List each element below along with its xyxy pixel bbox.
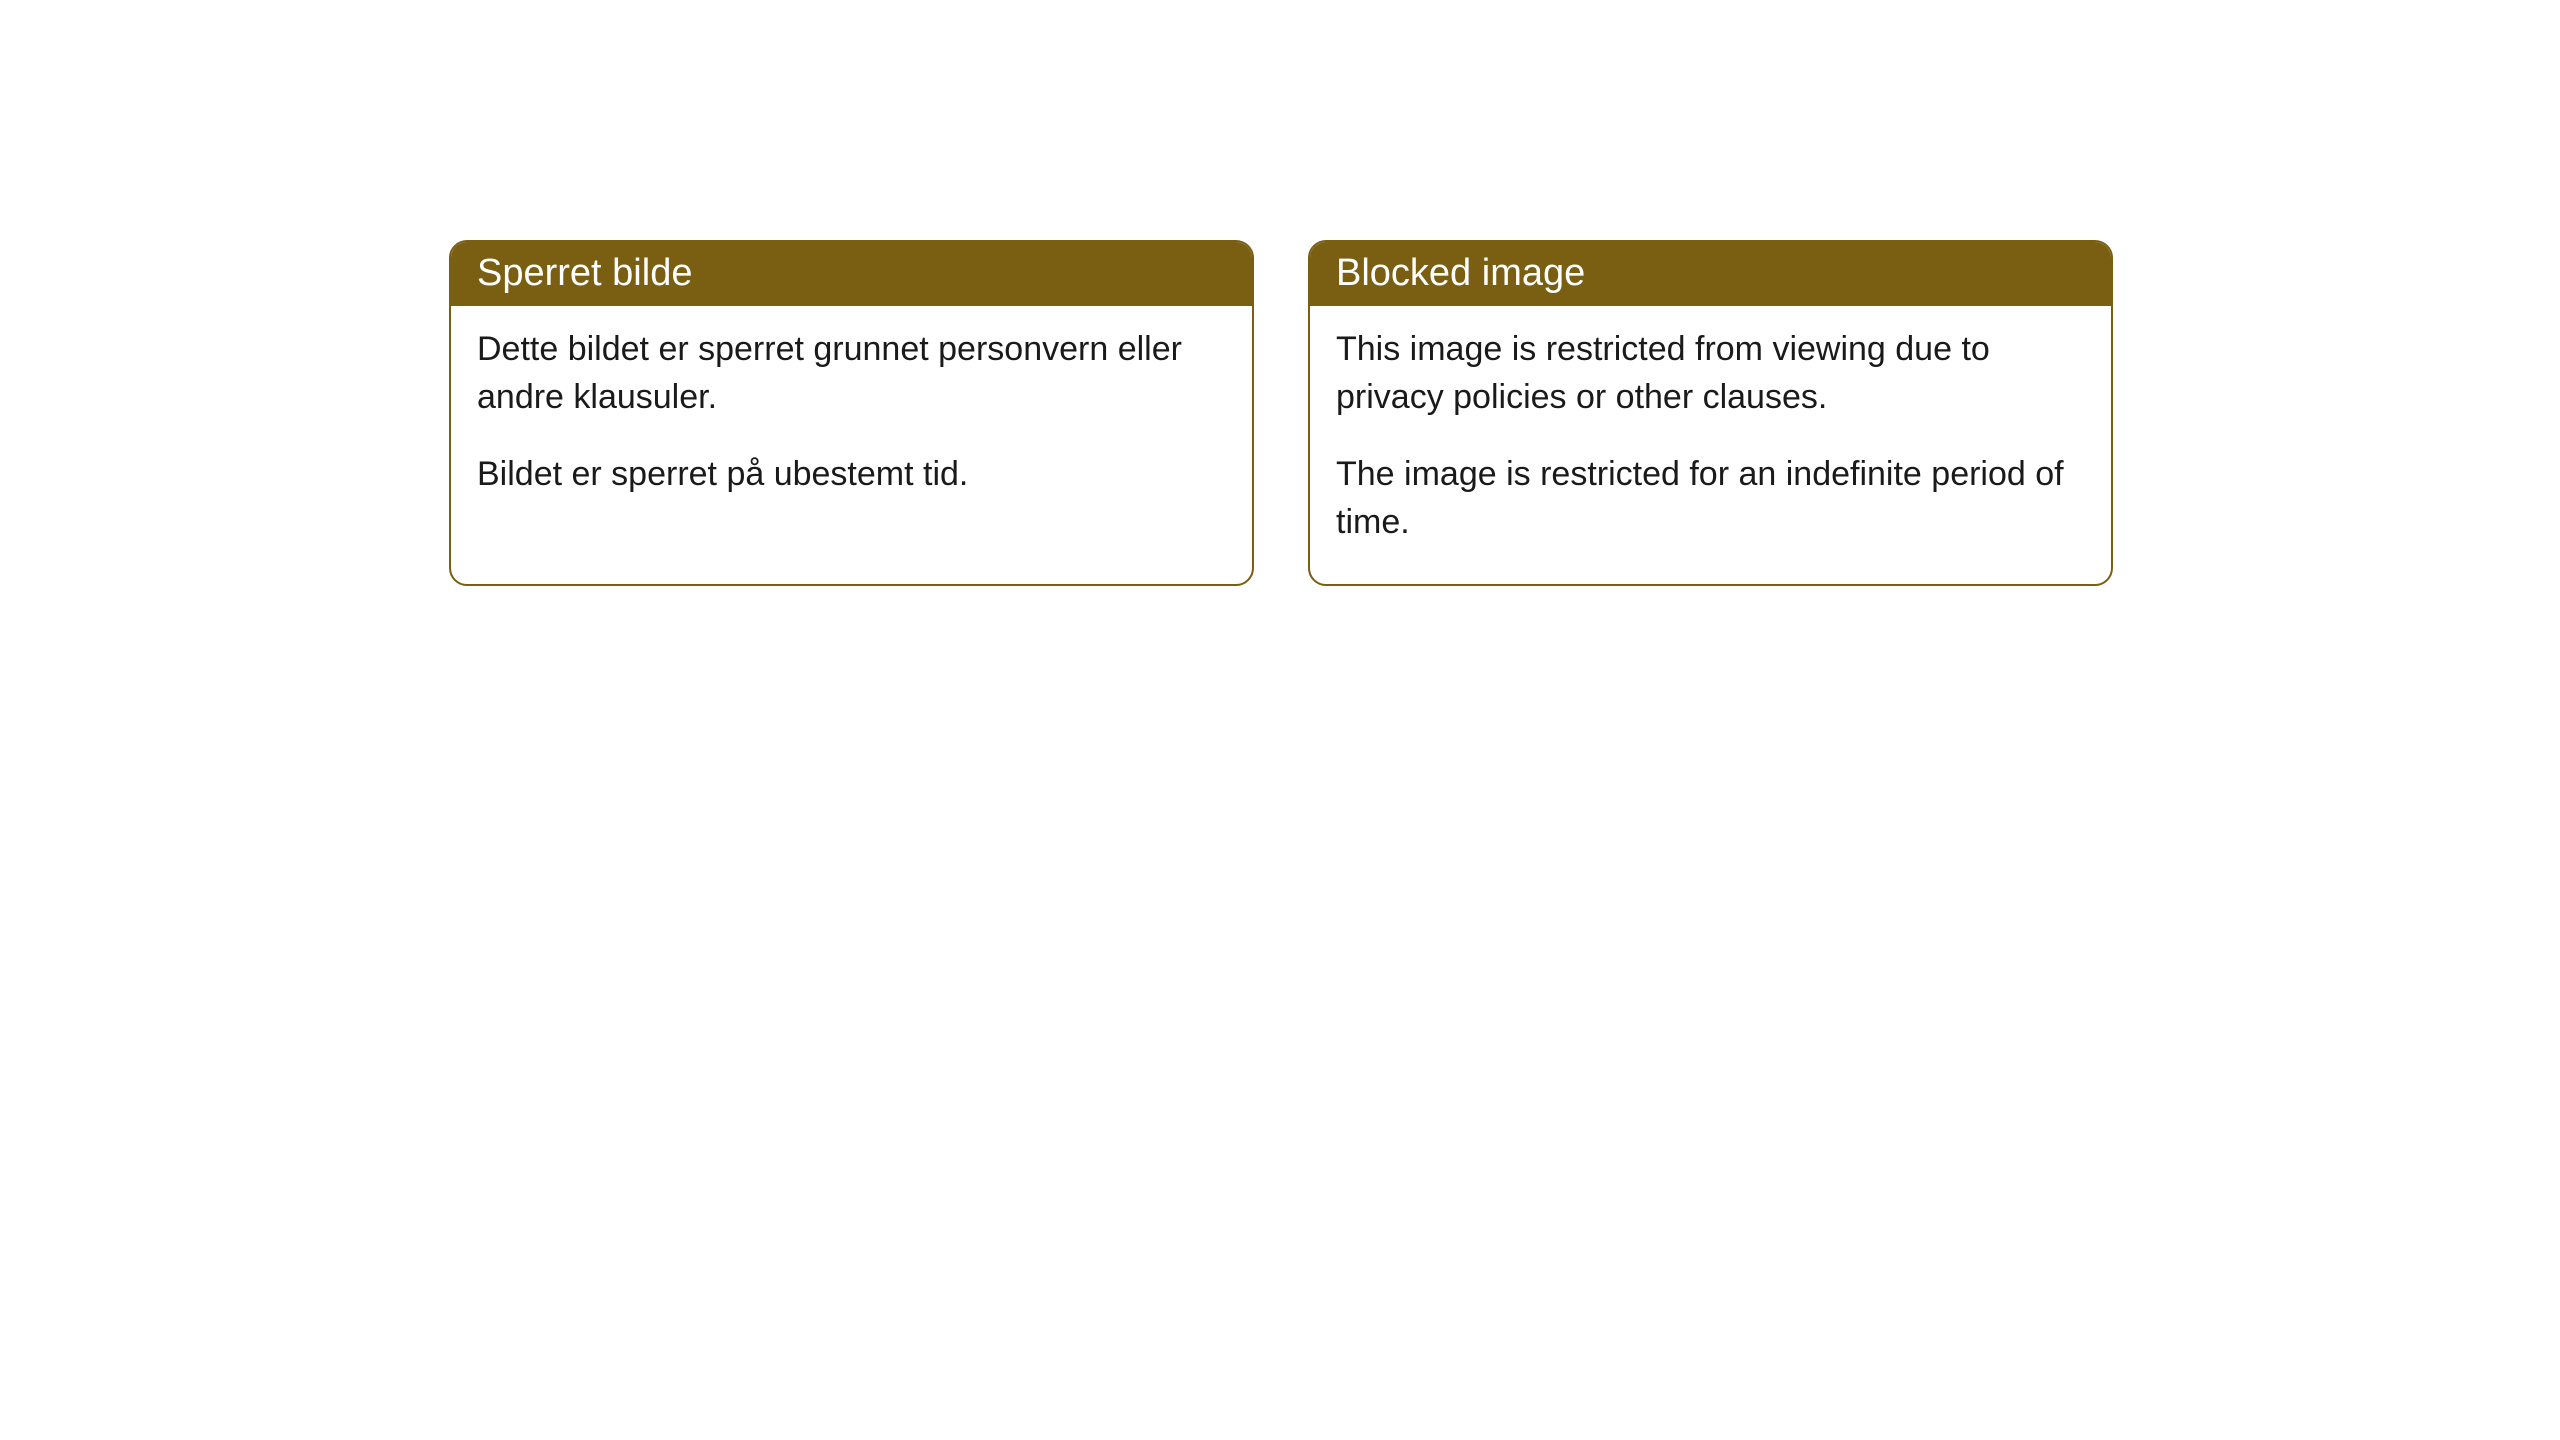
notice-cards-container: Sperret bilde Dette bildet er sperret gr… xyxy=(449,240,2113,586)
notice-paragraph: This image is restricted from viewing du… xyxy=(1336,326,2085,421)
notice-card-english: Blocked image This image is restricted f… xyxy=(1308,240,2113,586)
notice-card-norwegian: Sperret bilde Dette bildet er sperret gr… xyxy=(449,240,1254,586)
notice-paragraph: The image is restricted for an indefinit… xyxy=(1336,451,2085,546)
card-body: This image is restricted from viewing du… xyxy=(1310,306,2111,584)
card-header: Sperret bilde xyxy=(451,242,1252,306)
card-header: Blocked image xyxy=(1310,242,2111,306)
notice-paragraph: Bildet er sperret på ubestemt tid. xyxy=(477,451,1226,499)
card-body: Dette bildet er sperret grunnet personve… xyxy=(451,306,1252,537)
notice-paragraph: Dette bildet er sperret grunnet personve… xyxy=(477,326,1226,421)
